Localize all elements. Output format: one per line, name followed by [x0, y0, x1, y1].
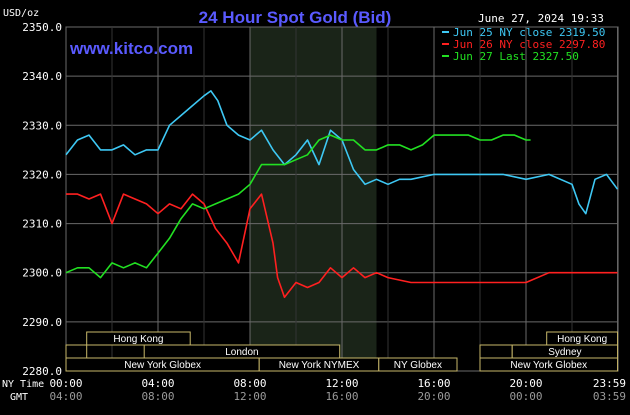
- y-tick-label: 2320.0: [22, 168, 62, 181]
- x-tick-label-ny: 20:00: [509, 377, 542, 390]
- session-box: [378, 357, 458, 372]
- series-line-2: [65, 134, 531, 279]
- legend-entry: Jun 25 NY close 2319.50: [453, 26, 605, 39]
- chart-timestamp: June 27, 2024 19:33: [478, 12, 604, 25]
- series-line-1: [66, 193, 618, 299]
- nymex-shade-layer: [250, 27, 377, 371]
- x-tick-label-gmt: 04:00: [49, 390, 82, 403]
- x-tick-label-ny: 00:00: [49, 377, 82, 390]
- x-tick-label-gmt: 08:00: [141, 390, 174, 403]
- x-tick-label-ny: 08:00: [233, 377, 266, 390]
- session-layer: Hong Kong London New York Globex New York N…: [65, 331, 619, 372]
- x-tick-label-gmt: 00:00: [509, 390, 542, 403]
- y-tick-label: 2350.0: [22, 21, 62, 34]
- x-tick-label-ny: 12:00: [325, 377, 358, 390]
- session-label: NY Globex: [394, 360, 442, 371]
- session-label: London: [225, 347, 258, 358]
- x-tick-label-gmt: 03:59: [593, 390, 626, 403]
- session-box: [86, 331, 191, 346]
- legend-entry: Jun 26 NY close 2297.80: [453, 38, 605, 51]
- session-box: [479, 357, 619, 372]
- session-label: Hong Kong: [113, 334, 163, 345]
- x-tick-label-gmt: 12:00: [233, 390, 266, 403]
- x-tick-label-gmt: 16:00: [325, 390, 358, 403]
- session-label: Sydney: [548, 347, 581, 358]
- site-watermark: www.kitco.com: [69, 39, 193, 58]
- session-empty-box: [65, 344, 88, 359]
- gmt-row-label: GMT: [10, 392, 28, 403]
- series-line-0: [65, 90, 619, 215]
- x-tick-label-ny: 04:00: [141, 377, 174, 390]
- x-tick-label-gmt: 20:00: [417, 390, 450, 403]
- session-empty-box: [479, 344, 513, 359]
- y-tick-label: 2280.0: [22, 365, 62, 378]
- nymex-hours-shade: [250, 27, 377, 371]
- legend-entry: Jun 27 Last 2327.50: [453, 50, 579, 63]
- y-axis-label: USD/oz: [3, 8, 39, 19]
- chart-title: 24 Hour Spot Gold (Bid): [199, 8, 392, 27]
- x-tick-label-ny: 23:59: [593, 377, 626, 390]
- session-label: New York NYMEX: [279, 360, 360, 371]
- y-tick-label: 2300.0: [22, 267, 62, 280]
- session-label: New York Globex: [124, 360, 201, 371]
- y-tick-label: 2290.0: [22, 316, 62, 329]
- ny-time-row-label: NY Time: [2, 379, 44, 390]
- x-tick-label-ny: 16:00: [417, 377, 450, 390]
- y-tick-label: 2310.0: [22, 218, 62, 231]
- y-tick-label: 2340.0: [22, 70, 62, 83]
- series-layer: [65, 90, 619, 299]
- session-label: New York Globex: [510, 360, 587, 371]
- y-tick-label: 2330.0: [22, 119, 62, 132]
- axis-layer: 2280.0 2290.0 2300.0 2310.0 2320.0 2330.0 2340…: [22, 21, 626, 403]
- session-label: Hong Kong: [557, 334, 607, 345]
